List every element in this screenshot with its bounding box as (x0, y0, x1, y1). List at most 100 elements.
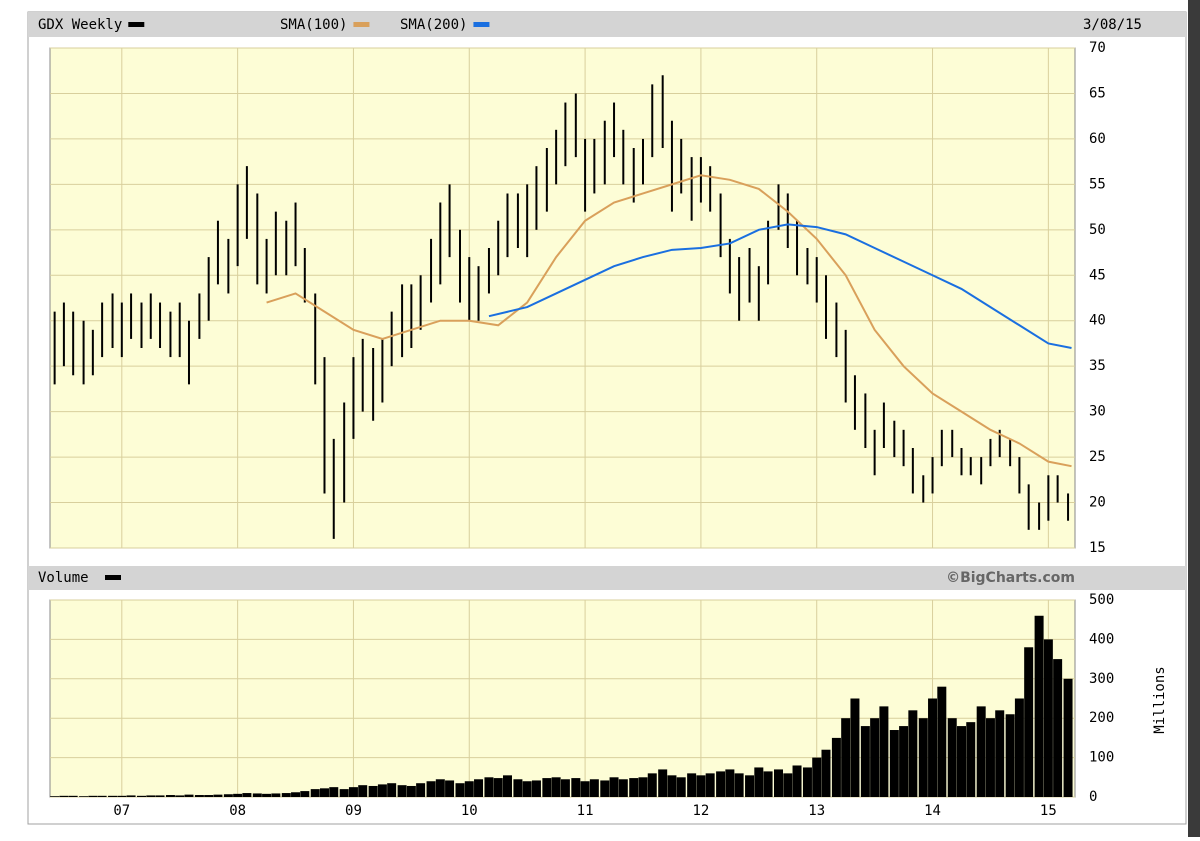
x-tick-label: 07 (113, 803, 130, 819)
volume-bar (291, 792, 301, 797)
legend-swatch (473, 22, 490, 27)
volume-bar (79, 796, 89, 797)
volume-bar (281, 793, 291, 797)
volume-bar (609, 777, 619, 797)
sma-line (488, 223, 1072, 349)
volume-bar (745, 775, 755, 797)
x-tick-label: 10 (461, 803, 478, 819)
volume-bar (860, 726, 870, 797)
legend-label: GDX Weekly (38, 17, 122, 33)
volume-bar (416, 783, 426, 797)
volume-bar (126, 795, 136, 797)
x-tick-label: 13 (808, 803, 825, 819)
volume-bar (734, 773, 744, 797)
volume-bar (445, 780, 455, 797)
volume-bar (841, 718, 851, 797)
volume-bar (271, 793, 281, 797)
y-tick-label: 55 (1089, 176, 1106, 192)
volume-bar (1034, 615, 1044, 797)
volume-bar (763, 771, 773, 797)
volume-bar (1053, 659, 1063, 797)
volume-bar (812, 757, 822, 797)
x-tick-label: 15 (1040, 803, 1057, 819)
legend-swatch (128, 22, 145, 27)
y-tick-label: 400 (1089, 631, 1114, 647)
y-tick-label: 30 (1089, 404, 1106, 420)
x-tick-label: 08 (229, 803, 246, 819)
volume-bar (339, 789, 349, 797)
x-tick-label: 11 (577, 803, 594, 819)
volume-bar (97, 795, 107, 797)
volume-bar (464, 781, 474, 797)
annotation: ©BigCharts.com (946, 570, 1075, 586)
volume-bar (262, 793, 272, 797)
volume-bar (928, 698, 938, 797)
volume-title: Volume (38, 570, 89, 586)
y-tick-label: 20 (1089, 495, 1106, 511)
volume-bar (560, 779, 570, 797)
volume-bar (899, 726, 909, 797)
volume-bar (358, 785, 368, 797)
volume-bar (658, 769, 668, 797)
volume-bar (474, 779, 484, 797)
volume-bar (502, 775, 512, 797)
volume-header (28, 566, 1186, 590)
volume-bar (725, 769, 735, 797)
volume-bar (870, 718, 880, 797)
volume-bar (985, 718, 995, 797)
y-tick-label: 25 (1089, 449, 1106, 465)
volume-bar (242, 793, 252, 797)
volume-bar (629, 778, 639, 797)
volume-bar (995, 710, 1005, 797)
volume-bar (1005, 714, 1015, 797)
volume-bar (966, 722, 976, 797)
volume-bar (155, 795, 165, 797)
volume-bar (937, 686, 947, 797)
volume-bar (687, 773, 697, 797)
volume-bar (696, 775, 706, 797)
y-tick-label: 40 (1089, 313, 1106, 329)
volume-bar (387, 783, 397, 797)
volume-bar (667, 775, 677, 797)
volume-bar (455, 783, 465, 797)
y-tick-label: 300 (1089, 671, 1114, 687)
volume-bar (165, 795, 175, 797)
legend-swatch (353, 22, 370, 27)
x-tick-label: 14 (924, 803, 941, 819)
volume-bar (1063, 678, 1073, 797)
volume-bar (59, 795, 69, 797)
volume-bar (252, 793, 262, 797)
volume-bar (397, 785, 407, 797)
volume-bar (850, 698, 860, 797)
volume-bar (647, 773, 657, 797)
volume-bar (754, 767, 764, 797)
y-tick-label: 100 (1089, 750, 1114, 766)
volume-bar (889, 730, 899, 797)
volume-bar (774, 769, 784, 797)
volume-bar (879, 706, 889, 797)
volume-bar (223, 794, 233, 797)
volume-bar (184, 794, 194, 797)
y-tick-label: 0 (1089, 789, 1097, 805)
y-tick-label: 65 (1089, 85, 1106, 101)
legend-label: SMA(200) (400, 17, 467, 33)
volume-bar (600, 780, 610, 797)
volume-bar (792, 765, 802, 797)
volume-bar (783, 773, 793, 797)
y-tick-label: 15 (1089, 540, 1106, 556)
volume-bar (638, 777, 648, 797)
y-axis-label: Millions (1152, 666, 1168, 733)
y-tick-label: 35 (1089, 358, 1106, 374)
volume-swatch (105, 575, 121, 580)
volume-bar (522, 781, 532, 797)
volume-bar (531, 780, 541, 797)
volume-bar (551, 777, 561, 797)
y-tick-label: 45 (1089, 267, 1106, 283)
volume-bar (108, 795, 118, 797)
volume-bar (1043, 639, 1053, 797)
volume-bar (50, 796, 60, 797)
price-plot (49, 47, 1076, 549)
volume-bar (377, 784, 387, 797)
date: 3/08/15 (1083, 17, 1142, 33)
